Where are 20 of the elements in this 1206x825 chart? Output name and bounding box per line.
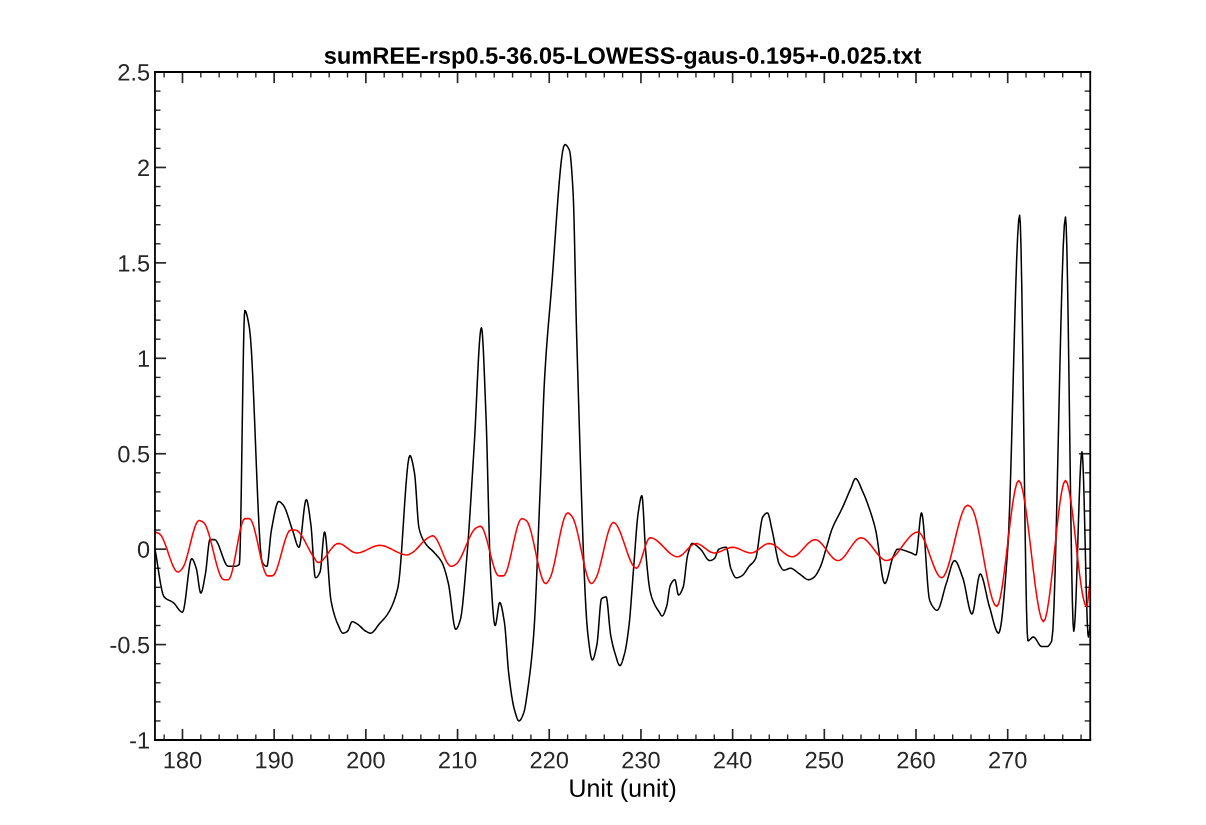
- y-tick-label: 0.5: [118, 445, 150, 463]
- y-tick-label: 2: [138, 159, 149, 177]
- x-tick-label: 250: [805, 751, 844, 769]
- x-tick-label: 190: [256, 751, 293, 769]
- x-tick-label: 260: [897, 751, 935, 769]
- x-tick-label: 200: [347, 751, 385, 769]
- x-tick-label: 220: [530, 751, 569, 769]
- x-tick-label: 210: [439, 751, 477, 769]
- y-tick-label: 1: [138, 350, 149, 367]
- x-tick-label: 180: [164, 751, 202, 769]
- y-tick-label: 0: [137, 541, 150, 558]
- x-tick-label: 270: [989, 751, 1027, 769]
- x-tick-label: 240: [714, 751, 752, 769]
- chart-title: sumREE-rsp0.5-36.05-LOWESS-gaus-0.195+-0.025.txt: [324, 47, 922, 69]
- y-tick-label: 1.5: [119, 255, 150, 272]
- y-tick-label: -1: [130, 732, 149, 749]
- y-tick-label: 2.5: [118, 64, 150, 81]
- x-tick-label: 230: [622, 751, 660, 769]
- y-tick-label: -0.5: [110, 636, 150, 654]
- x-axis-title: Unit (unit): [570, 778, 676, 802]
